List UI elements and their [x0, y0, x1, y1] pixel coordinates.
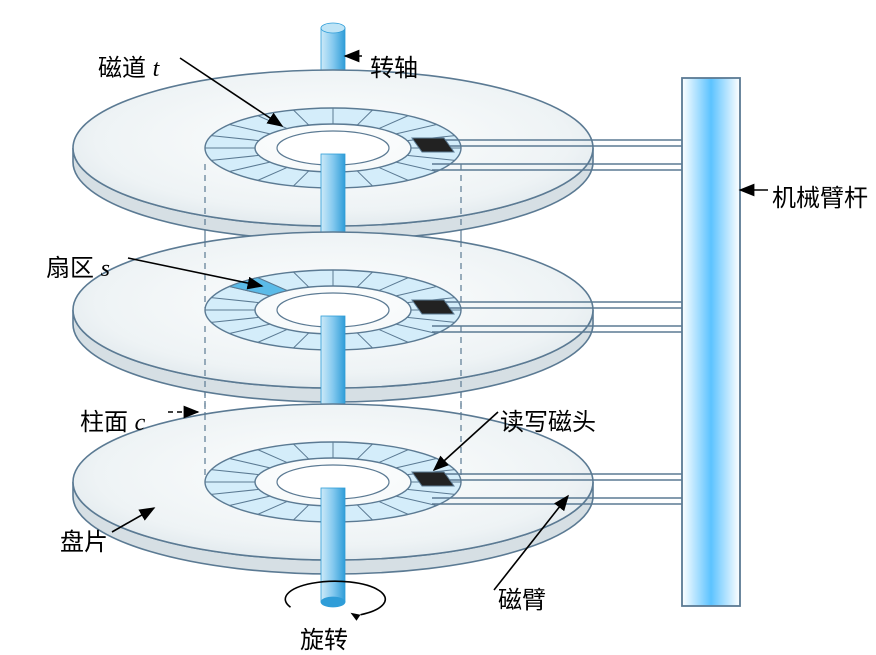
diagram-svg [0, 0, 876, 652]
label-sector: 扇区 s [46, 248, 110, 283]
label-spindle: 转轴 [370, 48, 418, 83]
label-cylinder: 柱面 c [80, 402, 145, 437]
label-rotation: 旋转 [300, 620, 348, 655]
label-arm: 磁臂 [498, 580, 546, 615]
label-armbar: 机械臂杆 [772, 178, 868, 213]
label-head: 读写磁头 [500, 402, 596, 437]
label-track: 磁道 t [98, 48, 159, 83]
disk-diagram: 磁道 t 转轴 机械臂杆 扇区 s 柱面 c 读写磁头 盘片 磁臂 旋转 [0, 0, 876, 652]
label-platter: 盘片 [60, 522, 108, 557]
